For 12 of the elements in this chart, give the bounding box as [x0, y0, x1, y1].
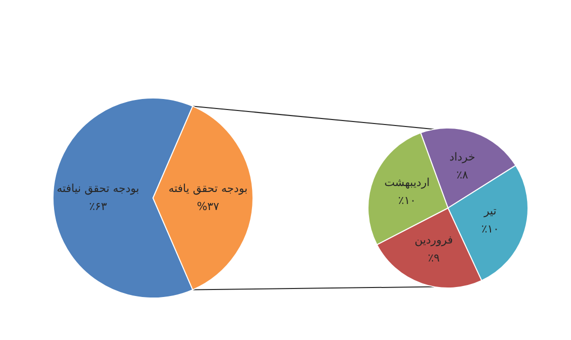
data-label: ٪۱۰: [481, 222, 500, 236]
slice-label: تیر: [482, 204, 496, 218]
slice-label: بودجه تحقق یافته: [168, 182, 248, 195]
slice-label: اردیبهشت: [384, 176, 430, 189]
data-label: ٪۹: [428, 252, 440, 265]
slice-label: بودجه تحقق نیافته: [56, 182, 140, 195]
data-label: ٪۶۳: [89, 200, 107, 213]
data-label: ٪۸: [456, 168, 468, 182]
data-label: %۳۷: [196, 200, 220, 213]
slice-label: فروردین: [414, 234, 453, 247]
data-label: ٪۱۰: [398, 194, 416, 207]
slice-label: خرداد: [449, 150, 476, 164]
